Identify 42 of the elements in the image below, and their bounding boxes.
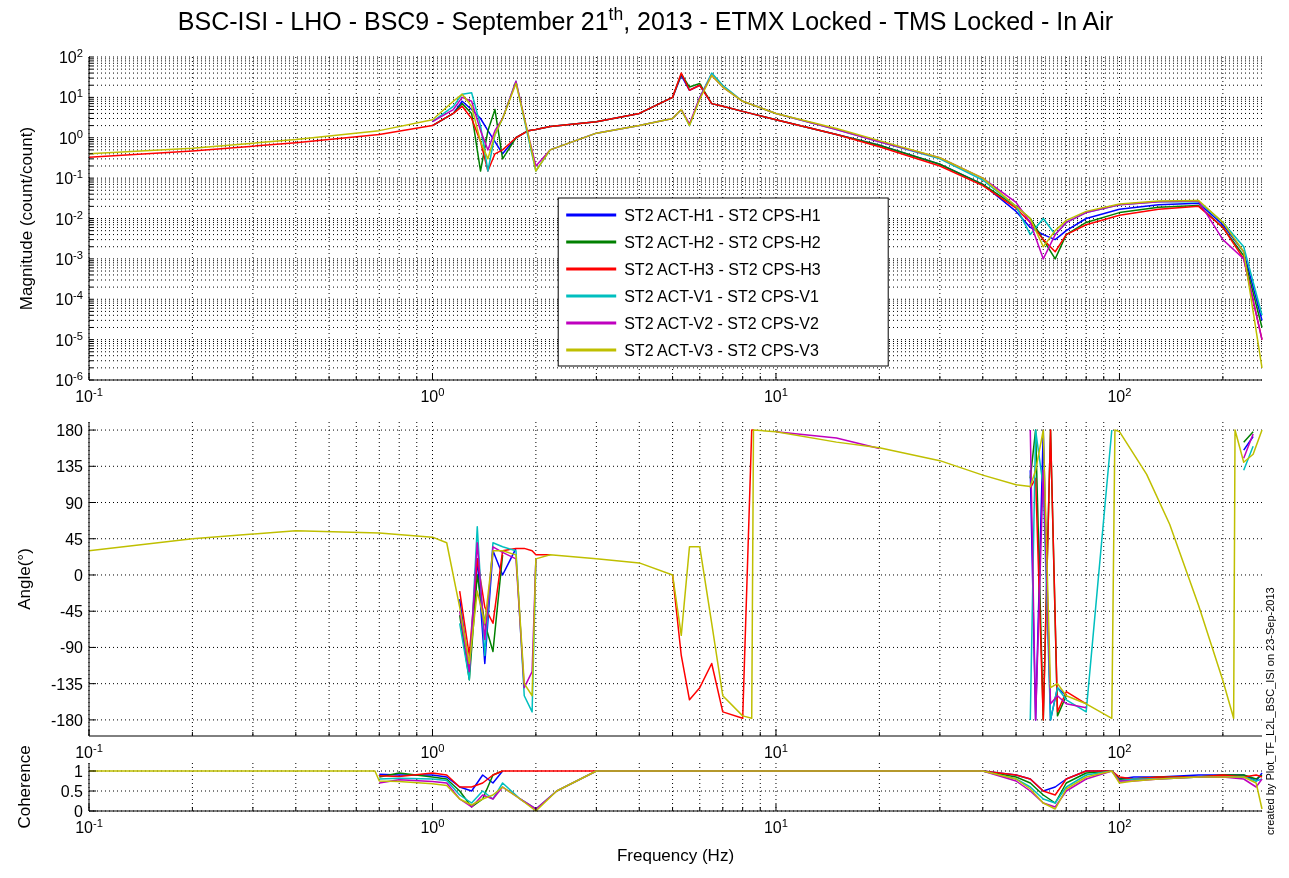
- y-tick-label: 10$^{-2}$: [55, 208, 83, 228]
- y-tick-label: 10$^{-6}$: [55, 370, 83, 389]
- legend-label: ST2 ACT-H1 - ST2 CPS-H1: [624, 207, 821, 224]
- x-tick-label: 10$^{0}$: [420, 817, 445, 836]
- y-tick-label: -45: [59, 603, 84, 621]
- x-tick-label: 10$^{2}$: [1107, 386, 1132, 405]
- y-tick-label: 10$^{2}$: [58, 47, 83, 66]
- y-axis-title: Coherence: [15, 745, 34, 829]
- x-tick-label: 10$^{1}$: [763, 817, 788, 836]
- x-tick-label: 10$^{1}$: [763, 386, 788, 405]
- y-axis-title: Magnitude (count/count): [17, 126, 36, 311]
- y-tick-label: 10$^{-5}$: [55, 329, 83, 349]
- x-tick-label: 10$^{0}$: [420, 742, 445, 761]
- legend-label: ST2 ACT-V3 - ST2 CPS-V3: [624, 342, 820, 359]
- legend-label: ST2 ACT-H2 - ST2 CPS-H2: [624, 234, 821, 251]
- y-tick-label: -135: [50, 675, 84, 693]
- legend-label: ST2 ACT-V2 - ST2 CPS-V2: [624, 315, 820, 332]
- legend-label: ST2 ACT-V1 - ST2 CPS-V1: [624, 288, 820, 305]
- x-tick-label: 10$^{2}$: [1107, 817, 1132, 836]
- y-tick-label: 10$^{0}$: [58, 127, 83, 147]
- x-axis-title: Frequency (Hz): [616, 846, 735, 865]
- y-tick-label: -180: [50, 711, 84, 729]
- x-tick-label: 10$^{0}$: [420, 386, 445, 405]
- y-tick-label: 10$^{-4}$: [55, 289, 83, 309]
- y-tick-label: 1: [74, 763, 84, 780]
- chart-title: BSC-ISI - LHO - BSC9 - September 21$^{th}$, 2013 - ETMX Locked - TMS Locked - In Air: [177, 4, 1114, 35]
- y-tick-label: 45: [65, 530, 84, 548]
- y-tick-label: 0.5: [60, 783, 84, 800]
- y-tick-label: 10$^{-1}$: [55, 168, 83, 188]
- text: created by Plot_TF_L2L_BSC_ISI on 23-Sep-2013: [1264, 587, 1276, 835]
- x-tick-label: 10$^{2}$: [1107, 742, 1132, 761]
- legend-label: ST2 ACT-H3 - ST2 CPS-H3: [624, 261, 821, 278]
- x-tick-label: 10$^{1}$: [763, 742, 788, 761]
- y-tick-label: 135: [56, 458, 84, 476]
- y-tick-label: 0: [74, 566, 84, 584]
- y-tick-label: 180: [56, 422, 84, 440]
- y-tick-label: -90: [59, 639, 84, 657]
- y-tick-label: 90: [65, 494, 84, 512]
- y-axis-title: Angle(°): [15, 548, 34, 610]
- y-tick-label: 10$^{1}$: [58, 87, 83, 107]
- y-tick-label: 10$^{-3}$: [55, 248, 83, 268]
- y-tick-label: 0: [74, 803, 84, 820]
